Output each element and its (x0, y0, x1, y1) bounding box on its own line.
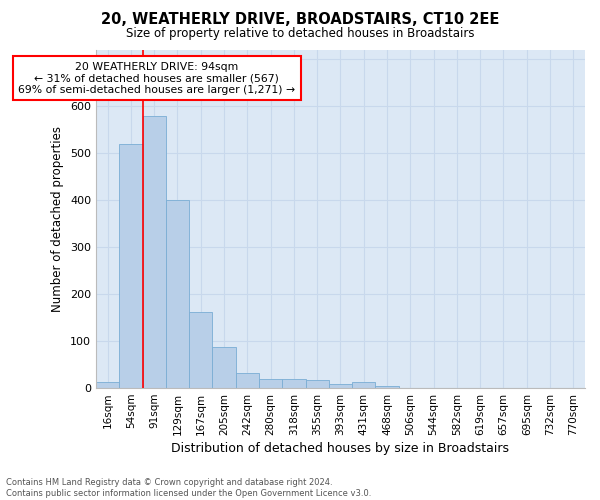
Bar (352, 382, 376, 388)
Bar (119, 144, 143, 388)
Bar (166, 200, 189, 388)
X-axis label: Distribution of detached houses by size in Broadstairs: Distribution of detached houses by size … (172, 442, 509, 455)
Bar (305, 380, 329, 388)
Bar (282, 378, 305, 388)
Text: 20 WEATHERLY DRIVE: 94sqm
← 31% of detached houses are smaller (567)
69% of semi: 20 WEATHERLY DRIVE: 94sqm ← 31% of detac… (18, 62, 295, 95)
Bar (259, 378, 282, 388)
Bar (329, 384, 352, 388)
Bar (143, 116, 166, 388)
Bar (96, 382, 119, 388)
Bar (376, 386, 399, 388)
Text: Contains HM Land Registry data © Crown copyright and database right 2024.
Contai: Contains HM Land Registry data © Crown c… (6, 478, 371, 498)
Text: 20, WEATHERLY DRIVE, BROADSTAIRS, CT10 2EE: 20, WEATHERLY DRIVE, BROADSTAIRS, CT10 2… (101, 12, 499, 28)
Bar (236, 373, 259, 388)
Y-axis label: Number of detached properties: Number of detached properties (52, 126, 64, 312)
Bar (212, 346, 236, 388)
Text: Size of property relative to detached houses in Broadstairs: Size of property relative to detached ho… (126, 28, 474, 40)
Bar (189, 312, 212, 388)
